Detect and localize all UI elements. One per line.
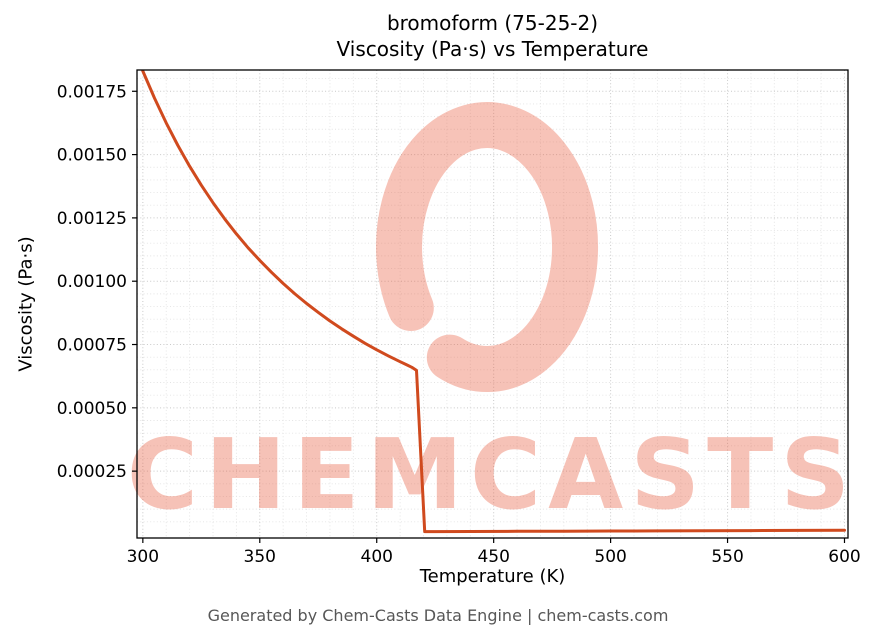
viscosity-curve [141, 69, 846, 534]
y-tick-label: 0.00100 [57, 272, 127, 292]
footer-credit: Generated by Chem-Casts Data Engine | ch… [207, 606, 669, 625]
x-tick-label: 300 [127, 547, 159, 567]
x-tick-label: 400 [361, 547, 393, 567]
y-tick-label: 0.00150 [57, 146, 127, 166]
x-tick-label: 350 [244, 547, 276, 567]
chart-title-line2: Viscosity (Pa·s) vs Temperature [336, 37, 649, 62]
y-tick-label: 0.00175 [57, 82, 127, 102]
y-tick-label: 0.00025 [57, 462, 127, 482]
x-tick-label: 450 [477, 547, 509, 567]
watermark-text: CHEMCASTS [127, 418, 857, 531]
watermark: CHEMCASTS [127, 102, 857, 531]
y-axis-label: Viscosity (Pa·s) [15, 236, 37, 372]
x-axis-label: Temperature (K) [419, 566, 566, 587]
x-tick-label: 550 [711, 547, 743, 567]
chart-title-line1: bromoform (75-25-2) [386, 11, 599, 35]
y-tick-label: 0.00050 [57, 399, 127, 419]
x-tick-label: 600 [828, 547, 860, 567]
y-tick-label: 0.00075 [57, 336, 127, 356]
x-tick-label: 500 [594, 547, 626, 567]
y-tick-label: 0.00125 [57, 209, 127, 229]
plot-frame [136, 69, 849, 539]
chart-title: bromoform (75-25-2) Viscosity (Pa·s) vs … [137, 10, 848, 63]
watermark-logo-ring [376, 102, 599, 393]
